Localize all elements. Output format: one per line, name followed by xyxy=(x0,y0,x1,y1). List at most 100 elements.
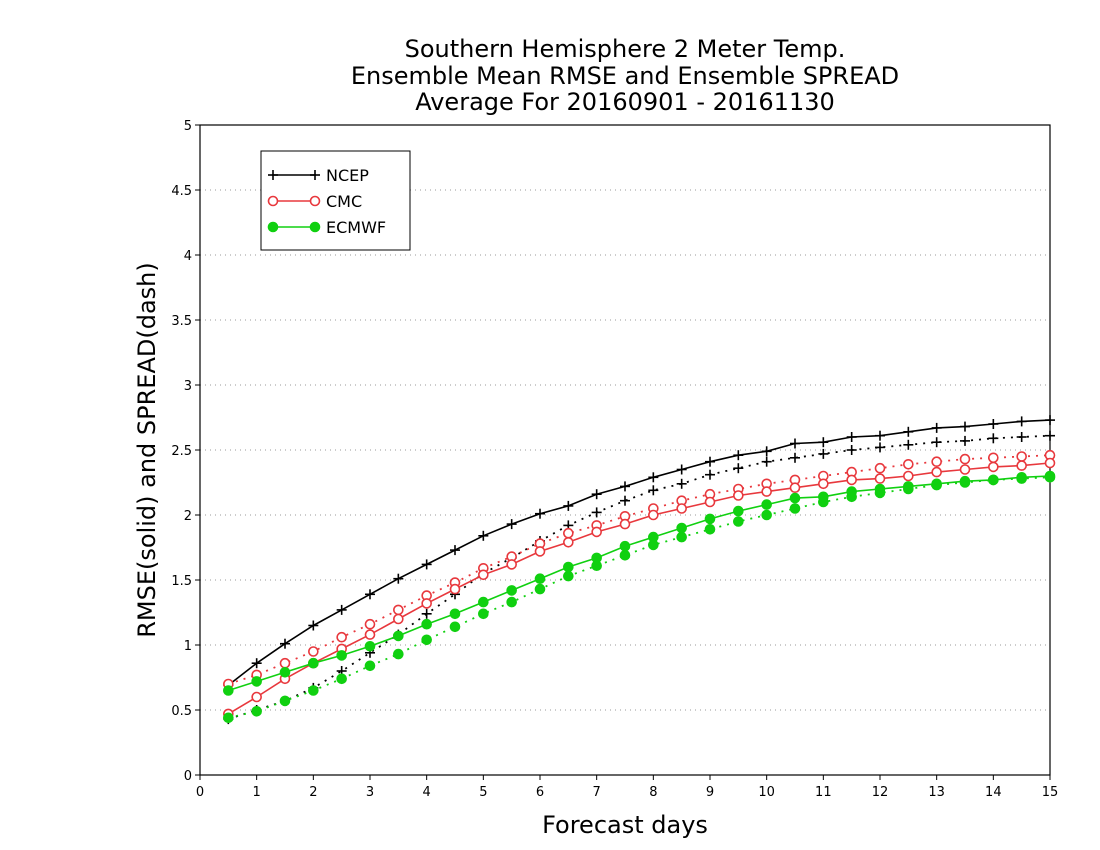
y-tick-label: 3.5 xyxy=(171,314,192,329)
data-point xyxy=(931,422,942,433)
data-point xyxy=(478,596,489,608)
data-point xyxy=(279,695,291,707)
data-point xyxy=(1045,415,1055,426)
data-point xyxy=(846,486,857,497)
data-point xyxy=(818,448,829,459)
data-point xyxy=(1016,472,1027,483)
data-point xyxy=(761,509,772,521)
data-point xyxy=(279,657,291,669)
data-point xyxy=(336,604,347,615)
data-point xyxy=(251,706,262,717)
data-point xyxy=(761,456,772,467)
data-point xyxy=(874,462,886,474)
data-point xyxy=(279,667,291,678)
x-tick-label: 13 xyxy=(928,785,945,800)
data-point xyxy=(676,464,687,475)
data-point xyxy=(874,473,886,484)
data-point xyxy=(591,552,602,564)
data-point xyxy=(534,583,546,595)
data-point xyxy=(790,438,800,449)
data-point xyxy=(648,531,659,543)
legend-label: NCEP xyxy=(326,166,369,185)
data-point xyxy=(761,446,772,457)
y-tick-label: 1 xyxy=(184,639,192,654)
data-point xyxy=(988,419,999,429)
data-point xyxy=(761,499,772,510)
y-tick-label: 3 xyxy=(184,379,192,394)
y-tick-label: 4.5 xyxy=(171,184,192,199)
series-lines xyxy=(223,415,1056,725)
data-point xyxy=(449,621,461,633)
data-point xyxy=(931,437,942,448)
legend-label: ECMWF xyxy=(326,218,386,237)
y-tick-label: 2.5 xyxy=(171,444,192,459)
data-point xyxy=(733,505,744,517)
data-point xyxy=(761,486,772,497)
data-point xyxy=(903,458,914,470)
data-point xyxy=(506,585,517,596)
data-point xyxy=(506,596,517,608)
data-point xyxy=(1016,460,1027,471)
data-point xyxy=(534,573,546,585)
data-point xyxy=(336,673,347,685)
data-point xyxy=(563,500,574,511)
data-point xyxy=(308,685,319,696)
data-point xyxy=(535,508,545,519)
data-point xyxy=(223,685,234,696)
data-point xyxy=(676,531,687,543)
data-point xyxy=(789,503,801,514)
data-point xyxy=(308,646,319,657)
data-point xyxy=(393,630,404,642)
data-point xyxy=(818,478,829,490)
data-point xyxy=(478,569,489,581)
x-tick-label: 4 xyxy=(423,785,431,800)
title-line-1: Southern Hemisphere 2 Meter Temp. xyxy=(405,35,846,63)
data-point xyxy=(267,221,279,233)
data-point xyxy=(421,634,432,646)
data-point xyxy=(903,426,914,437)
data-point xyxy=(789,492,801,504)
data-point xyxy=(251,676,262,687)
data-point xyxy=(1016,451,1027,462)
legend-label: CMC xyxy=(326,192,362,211)
data-point xyxy=(393,604,404,616)
x-tick-label: 14 xyxy=(985,785,1002,800)
data-point xyxy=(846,445,857,455)
data-point xyxy=(1016,416,1027,427)
data-point xyxy=(733,516,744,527)
data-point xyxy=(449,583,461,595)
data-point xyxy=(960,435,970,446)
data-point xyxy=(308,620,319,631)
x-tick-label: 6 xyxy=(536,785,544,800)
data-point xyxy=(393,573,404,584)
data-point xyxy=(336,631,347,643)
data-point xyxy=(1044,470,1056,482)
x-tick-label: 9 xyxy=(706,785,714,800)
data-point xyxy=(704,524,716,535)
series-line-ecmwf-rmse xyxy=(228,475,1051,692)
data-point xyxy=(959,453,971,465)
data-point xyxy=(818,491,829,503)
y-tick-label: 1.5 xyxy=(171,574,192,589)
data-point xyxy=(563,561,574,573)
data-point xyxy=(421,598,432,609)
data-point xyxy=(648,485,659,496)
series-line-ncep-rmse xyxy=(227,419,1051,686)
data-point xyxy=(364,641,376,652)
data-point xyxy=(1045,430,1055,441)
data-point xyxy=(931,478,942,490)
data-point xyxy=(676,503,687,514)
data-point xyxy=(959,464,971,475)
data-point xyxy=(875,430,885,441)
data-point xyxy=(450,545,460,556)
chart-title: Southern Hemisphere 2 Meter Temp. Ensemb… xyxy=(351,35,899,116)
data-point xyxy=(393,613,404,625)
y-tick-label: 2 xyxy=(184,509,192,524)
data-point xyxy=(449,608,461,620)
data-point xyxy=(846,474,857,486)
data-point xyxy=(733,450,744,461)
data-point xyxy=(364,629,376,640)
data-point xyxy=(619,550,631,561)
data-point xyxy=(421,618,432,630)
data-point xyxy=(421,559,432,570)
